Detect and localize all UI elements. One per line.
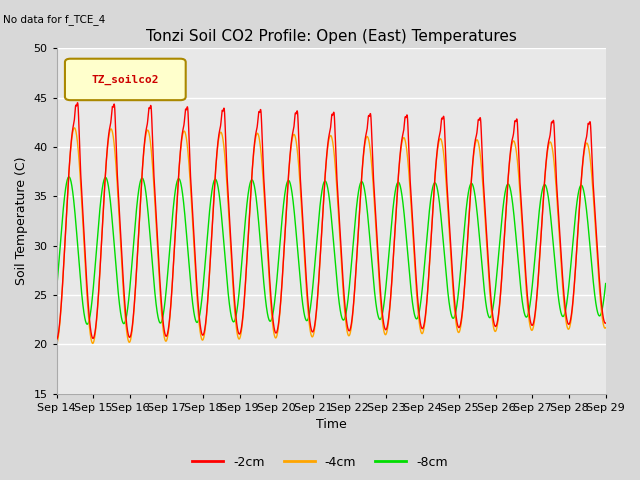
Text: No data for f_TCE_4: No data for f_TCE_4 (3, 14, 106, 25)
FancyBboxPatch shape (65, 59, 186, 100)
Text: TZ_soilco2: TZ_soilco2 (92, 74, 159, 84)
Title: Tonzi Soil CO2 Profile: Open (East) Temperatures: Tonzi Soil CO2 Profile: Open (East) Temp… (146, 29, 516, 44)
Legend: -2cm, -4cm, -8cm: -2cm, -4cm, -8cm (187, 451, 453, 474)
Y-axis label: Soil Temperature (C): Soil Temperature (C) (15, 157, 28, 285)
X-axis label: Time: Time (316, 419, 346, 432)
